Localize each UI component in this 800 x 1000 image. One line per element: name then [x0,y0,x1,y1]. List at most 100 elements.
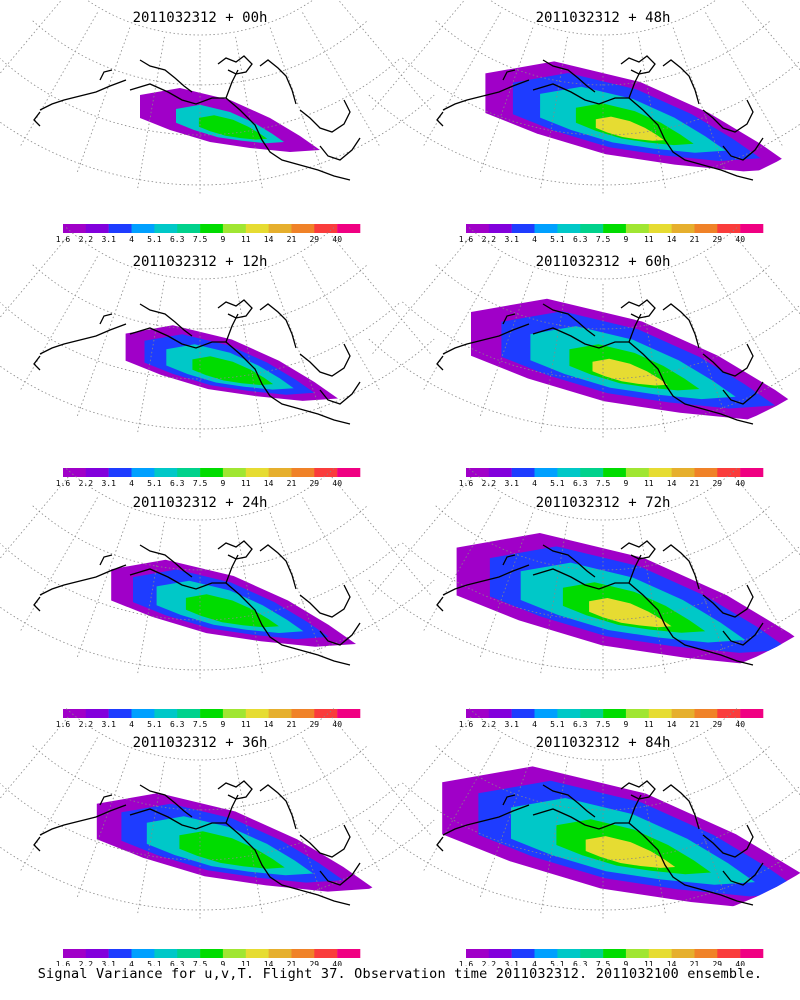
colorbar-label: 6.3 [170,720,185,729]
colorbar-label: 21 [287,960,297,966]
panel-title: 2011032312 + 24h [133,495,268,511]
colorbar-swatch [291,468,315,477]
colorbar-swatch [625,949,649,958]
latitude-line [0,301,401,380]
coastline [436,111,444,127]
coastline [299,824,351,858]
longitude-line [540,521,568,675]
coastline [129,327,226,349]
colorbar-swatch [154,709,178,718]
colorbar-label: 29 [309,479,319,488]
colorbar-label: 7.5 [596,720,611,729]
colorbar-swatch [511,709,535,718]
longitude-line [137,36,165,190]
longitude-line [672,271,727,418]
colorbar-label: 3.1 [101,235,116,244]
longitude-line [331,235,432,356]
colorbar-swatch [488,949,512,958]
coastline [628,69,754,181]
colorbar-label: 14 [667,960,677,966]
coastline [33,596,41,612]
longitude-line [0,0,63,74]
colorbar-swatch [337,709,361,718]
colorbar-swatch [488,709,512,718]
coastline [129,568,226,590]
colorbar-swatch [337,468,361,477]
coastline [722,137,764,161]
colorbar-label: 2.2 [482,479,497,488]
colorbar-label: 2.2 [482,235,497,244]
colorbar-label: 3.1 [504,720,519,729]
longitude-line [705,12,784,147]
colorbar-swatch [648,224,672,233]
colorbar-label: 7.5 [193,720,208,729]
latitude-line [32,264,368,330]
longitude-line [269,27,324,174]
colorbar-swatch [603,468,627,477]
colorbar-swatch [85,468,109,477]
colorbar-swatch [245,949,269,958]
colorbar-label: 5.1 [147,235,162,244]
colorbar-label: 7.5 [596,479,611,488]
colorbar-swatch [534,709,558,718]
colorbar-label: 5.1 [550,479,565,488]
colorbar-label: 21 [690,720,700,729]
latitude-line [468,708,738,761]
coastline [99,554,113,566]
coastline [722,381,764,405]
colorbar-label: 40 [332,720,342,729]
latitude-line [86,0,314,36]
colorbar-swatch [222,709,246,718]
coastline [442,804,530,836]
longitude-line [331,716,432,837]
colorbar-label: 5.1 [550,720,565,729]
colorbar-swatch [85,224,109,233]
colorbar-swatch [154,224,178,233]
coastline [442,323,530,355]
colorbar-label: 14 [667,479,677,488]
coastline [225,794,351,906]
map-panel: 2011032312 + 60h 1.6 2.2 3.1 4 5.1 6.3 7.5 9 11 14… [368,227,800,488]
panel-title: 2011032312 + 48h [536,10,671,26]
longitude-line [705,497,784,632]
variance-region [592,358,668,386]
latitude-line [468,468,738,521]
longitude-line [422,497,501,632]
colorbar-label: 11 [241,479,251,488]
colorbar-swatch [314,468,338,477]
longitude-line [269,271,324,418]
variance-field [96,793,375,892]
latitude-line [489,0,717,36]
longitude-line [19,256,98,391]
coastline [259,784,297,830]
coastline [39,804,127,836]
longitude-line [540,36,568,190]
colorbar-swatch [222,949,246,958]
coastline [620,780,656,800]
colorbar-label: 7.5 [193,479,208,488]
colorbar-label: 9 [220,235,225,244]
colorbar-label: 11 [241,960,251,966]
longitude-line [137,761,165,915]
longitude-line [479,512,534,659]
coastline [99,794,113,806]
coastline [319,137,361,161]
coastline [436,836,444,852]
colorbar-swatch [291,709,315,718]
colorbar-label: 4 [129,720,134,729]
longitude-line [638,761,666,915]
colorbar-swatch [671,949,695,958]
colorbar-swatch [177,949,201,958]
latitude-line [402,542,800,621]
colorbar-label: 3.1 [101,960,116,966]
colorbar-label: 2.2 [79,960,94,966]
longitude-line [19,12,98,147]
colorbar-label: 5.1 [550,235,565,244]
colorbar-swatch [603,224,627,233]
coastline [532,83,629,105]
longitude-line [76,27,131,174]
colorbar-label: 3.1 [101,479,116,488]
colorbar-swatch [131,709,155,718]
longitude-line [371,716,472,837]
colorbar-label: 14 [667,720,677,729]
